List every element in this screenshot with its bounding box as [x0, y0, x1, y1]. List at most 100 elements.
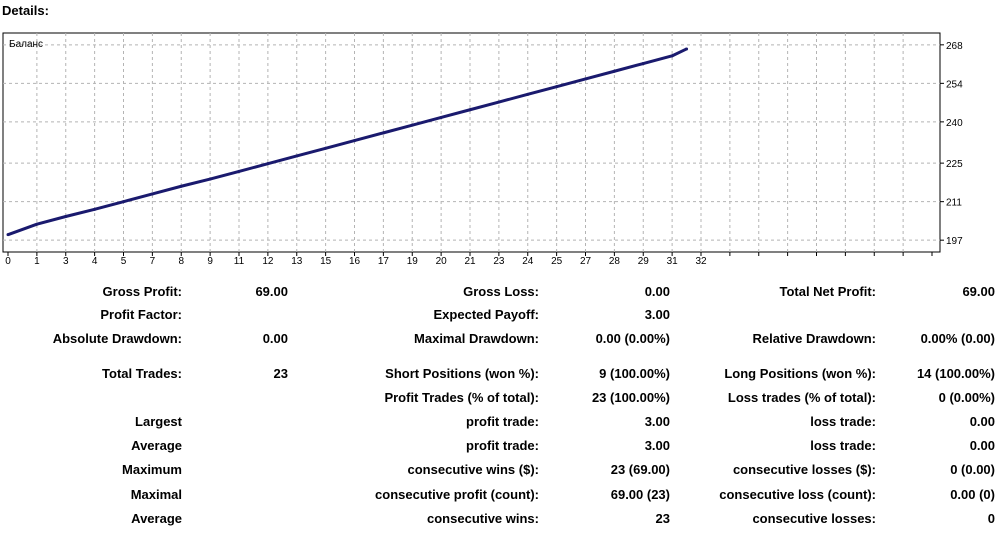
balance-data-point [150, 192, 154, 196]
total-trades-label: Total Trades: [102, 366, 182, 381]
loss-trades-label: Loss trades (% of total): [727, 390, 876, 405]
x-tick-label: 19 [407, 256, 419, 267]
x-tick-label: 17 [378, 256, 390, 267]
balance-data-point [237, 169, 241, 173]
average-profit-value: 3.00 [644, 438, 670, 453]
maximum-label: Maximum [122, 462, 182, 477]
avg-cons-losses-value: 0 [987, 511, 995, 526]
average-profit-label: profit trade: [466, 438, 539, 453]
balance-data-point [497, 100, 501, 104]
maximal-label: Maximal [130, 487, 182, 502]
balance-data-point [439, 115, 443, 119]
balance-data-point [584, 77, 587, 81]
balance-data-point [353, 139, 356, 143]
balance-data-point [685, 47, 689, 51]
balance-data-point [641, 62, 645, 66]
maximal-cons-profit-label: consecutive profit (count): [375, 487, 539, 502]
y-tick-label: 240 [946, 118, 963, 129]
x-tick-label: 15 [320, 256, 332, 267]
x-tick-label: 28 [609, 256, 621, 267]
avg-cons-wins-label: consecutive wins: [427, 511, 539, 526]
balance-data-point [526, 92, 530, 96]
balance-data-point [266, 162, 270, 166]
total-net-profit-value: 69.00 [962, 284, 995, 299]
profit-factor-label: Profit Factor: [100, 307, 182, 322]
balance-chart: 0 1 3 4 5 7 8 9 11 12 13 15 16 17 19 20 21 23 24 25 27 28 29 31… [2, 32, 963, 267]
x-tick-label: 4 [92, 256, 98, 267]
largest-loss-value: 0.00 [969, 414, 995, 429]
avg-cons-losses-label: consecutive losses: [752, 511, 876, 526]
profit-trades-label: Profit Trades (% of total): [384, 390, 539, 405]
balance-data-point [468, 108, 472, 112]
average-loss-value: 0.00 [969, 438, 995, 453]
balance-data-point [35, 222, 39, 226]
x-tick-label: 0 [5, 256, 11, 267]
average2-label: Average [131, 511, 182, 526]
x-tick-label: 3 [63, 256, 69, 267]
balance-data-point [324, 146, 328, 150]
x-tick-label: 27 [580, 256, 592, 267]
x-tick-label: 25 [551, 256, 563, 267]
average-label: Average [131, 438, 182, 453]
balance-series-points [6, 47, 689, 237]
expected-payoff-value: 3.00 [644, 307, 670, 322]
total-net-profit-label: Total Net Profit: [779, 284, 876, 299]
x-tick-label: 16 [349, 256, 361, 267]
gross-loss-value: 0.00 [644, 284, 670, 299]
x-tick-label: 9 [207, 256, 213, 267]
y-tick-label: 211 [946, 198, 962, 209]
chart-grid [3, 33, 940, 252]
balance-data-point [122, 200, 125, 204]
x-tick-label: 12 [262, 256, 274, 267]
x-axis: 0 1 3 4 5 7 8 9 11 12 13 15 16 17 19 20 21 23 24 25 27 28 29 31… [5, 252, 933, 267]
absolute-drawdown-value: 0.00 [262, 331, 288, 346]
x-tick-label: 32 [695, 256, 707, 267]
max-cons-wins-label: consecutive wins ($): [407, 462, 539, 477]
y-tick-label: 254 [946, 79, 963, 90]
maximal-cons-loss-label: consecutive loss (count): [719, 487, 876, 502]
y-axis: 197 211 225 240 254 268 [940, 41, 963, 247]
x-tick-label: 23 [493, 256, 505, 267]
x-tick-label: 8 [178, 256, 184, 267]
x-tick-label: 13 [291, 256, 303, 267]
gross-loss-label: Gross Loss: [463, 284, 539, 299]
largest-loss-label: loss trade: [810, 414, 876, 429]
x-tick-label: 29 [638, 256, 650, 267]
max-cons-losses-label: consecutive losses ($): [732, 462, 876, 477]
balance-data-point [381, 131, 385, 135]
x-tick-label: 21 [464, 256, 476, 267]
gross-profit-value: 69.00 [255, 284, 288, 299]
balance-data-point [410, 123, 414, 127]
maximal-drawdown-label: Maximal Drawdown: [414, 331, 539, 346]
balance-data-point [612, 69, 616, 73]
balance-data-point [64, 215, 68, 219]
gross-profit-label: Gross Profit: [102, 284, 182, 299]
balance-data-point [179, 184, 183, 188]
x-tick-label: 7 [150, 256, 156, 267]
total-trades-value: 23 [273, 366, 288, 381]
profit-trades-value: 23 (100.00%) [591, 390, 670, 405]
maximal-drawdown-value: 0.00 (0.00%) [595, 331, 670, 346]
largest-label: Largest [135, 414, 182, 429]
long-positions-label: Long Positions (won %): [724, 366, 876, 381]
maximal-cons-profit-value: 69.00 (23) [610, 487, 670, 502]
relative-drawdown-label: Relative Drawdown: [752, 331, 876, 346]
x-tick-label: 24 [522, 256, 534, 267]
short-positions-label: Short Positions (won %): [385, 366, 539, 381]
expected-payoff-label: Expected Payoff: [433, 307, 539, 322]
maximal-cons-loss-value: 0.00 (0) [950, 487, 995, 502]
relative-drawdown-value: 0.00% (0.00) [920, 331, 995, 346]
largest-profit-label: profit trade: [466, 414, 539, 429]
avg-cons-wins-value: 23 [655, 511, 670, 526]
max-cons-wins-value: 23 (69.00) [610, 462, 670, 477]
x-tick-label: 20 [436, 256, 448, 267]
balance-data-point [555, 85, 559, 89]
max-cons-losses-value: 0 (0.00) [950, 462, 995, 477]
balance-data-point [295, 154, 299, 158]
x-tick-label: 5 [121, 256, 127, 267]
loss-trades-value: 0 (0.00%) [938, 390, 995, 405]
details-heading: Details: [2, 3, 49, 18]
largest-profit-value: 3.00 [644, 414, 670, 429]
average-loss-label: loss trade: [810, 438, 876, 453]
